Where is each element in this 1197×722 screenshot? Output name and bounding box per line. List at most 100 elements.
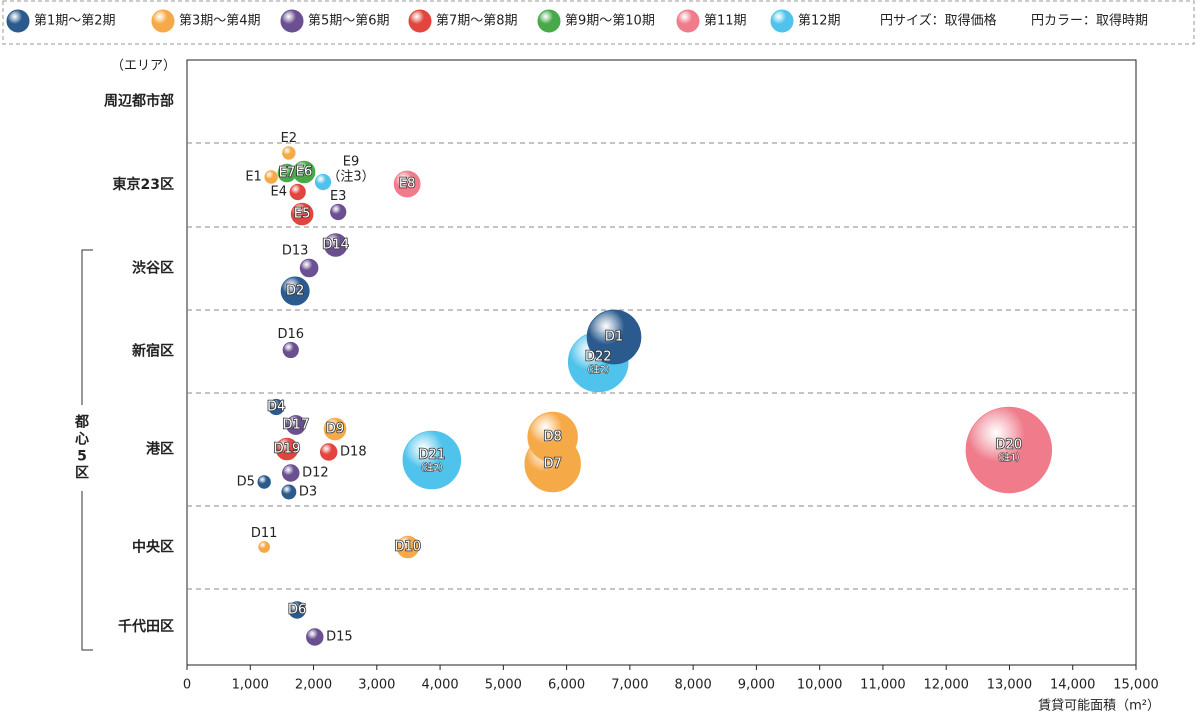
legend-label: 第12期: [798, 14, 841, 29]
bubble-label: D16: [277, 327, 304, 342]
bubble-label: D10: [395, 540, 422, 555]
color-note: 円カラー：取得時期: [1031, 13, 1148, 29]
bubble: [586, 309, 642, 365]
bubble-label: D20: [996, 438, 1023, 453]
x-tick-label: 5,000: [485, 678, 522, 693]
x-tick-label: 9,000: [738, 678, 775, 693]
x-tick-label: 12,000: [923, 678, 969, 693]
bubble: [393, 170, 421, 198]
bubble: [282, 341, 299, 359]
bubble-label: D17: [283, 418, 310, 433]
legend-label: 第5期～第6期: [308, 14, 390, 29]
x-tick-label: 8,000: [675, 678, 712, 693]
bubble-label: D1: [605, 330, 623, 345]
bubble: [264, 170, 278, 184]
legend-marker: [6, 9, 30, 33]
y-category-label: 中央区: [132, 539, 174, 556]
bubble: [288, 601, 306, 619]
bubble: [323, 417, 347, 441]
y-label: （エリア）: [111, 59, 176, 74]
bubble-label: D6: [288, 603, 306, 618]
legend-marker: [151, 9, 175, 33]
bubble-label: D18: [340, 445, 367, 460]
legend-marker: [537, 9, 561, 33]
bubble-label: D15: [326, 630, 353, 645]
x-tick-label: 3,000: [358, 678, 395, 693]
bubble-label: D13: [282, 244, 309, 259]
legend-label: 第7期～第8期: [436, 14, 518, 29]
legend-marker: [280, 9, 304, 33]
x-tick-label: 11,000: [860, 678, 906, 693]
bubble-label: E9: [343, 155, 360, 170]
x-tick-label: 0: [183, 678, 191, 693]
legend-label: 第11期: [704, 14, 747, 29]
bubble-label: E5: [294, 207, 311, 222]
legend-label: 第9期～第10期: [565, 14, 655, 29]
bubble-label: E8: [399, 177, 416, 192]
bubble: [257, 475, 271, 489]
legend-marker: [676, 9, 700, 33]
bubble-label: D9: [326, 422, 344, 437]
bubble: [314, 173, 332, 191]
plot-frame: [186, 59, 1137, 666]
y-category-label: 港区: [146, 441, 174, 458]
bubble: [282, 146, 296, 160]
legend-box: [2, 0, 1195, 45]
y-category-label: 渋谷区: [132, 260, 174, 277]
bubble-note: （注3）: [327, 170, 374, 185]
bubble: [275, 437, 299, 461]
bubble-label: D19: [274, 442, 301, 457]
bubble-label: D8: [544, 430, 562, 445]
bubble: [290, 202, 314, 226]
bubble-label: E3: [330, 189, 347, 204]
x-tick-label: 7,000: [611, 678, 648, 693]
x-tick-label: 1,000: [232, 678, 269, 693]
bubble: [289, 183, 306, 201]
bubble-label: D12: [302, 466, 329, 481]
bubble: [323, 233, 348, 257]
bubble: [281, 484, 297, 500]
bubble-label: D2: [286, 284, 304, 299]
bubble-label: E7: [279, 166, 296, 181]
bubble-label: D21: [419, 448, 446, 463]
bubble: [299, 258, 319, 278]
legend-label: 第3期～第4期: [179, 14, 261, 29]
bubble-label: E1: [245, 170, 262, 185]
bubble: [277, 163, 297, 183]
bubble-label: D3: [299, 485, 317, 500]
legend-label: 第1期～第2期: [34, 14, 116, 29]
bubble: [282, 464, 300, 482]
x-tick-label: 15,000: [1113, 678, 1159, 693]
bubble: [258, 541, 271, 553]
bubble: [396, 535, 420, 559]
bubble-label: D22: [585, 350, 612, 365]
x-tick-label: 6,000: [548, 678, 585, 693]
bubble: [306, 628, 324, 646]
bubble: [965, 406, 1053, 494]
bubble-label: E6: [296, 165, 313, 180]
bubble-label: D5: [237, 475, 255, 490]
legend-marker: [770, 9, 794, 33]
x-tick-label: 2,000: [295, 678, 332, 693]
x-tick-label: 4,000: [421, 678, 458, 693]
x-tick-label: 10,000: [797, 678, 843, 693]
bubble: [330, 203, 347, 221]
y-category-label: 周辺都市部: [104, 93, 174, 110]
x-tick-label: 13,000: [987, 678, 1033, 693]
bubble: [402, 430, 462, 490]
x-label: 賃貸可能面積（m²）: [1038, 698, 1160, 714]
bubble: [319, 443, 338, 461]
bubble-label: E4: [271, 185, 288, 200]
size-note: 円サイズ：取得価格: [880, 13, 997, 29]
bubble-label: D7: [544, 457, 562, 472]
group-label-bg: [72, 405, 92, 491]
group-label: 都心 5 区: [74, 415, 89, 482]
x-tick-label: 14,000: [1050, 678, 1096, 693]
legend-marker: [408, 9, 432, 33]
bubble: [285, 415, 306, 435]
bubble: [268, 398, 285, 416]
bubble-note: （注2）: [415, 462, 448, 474]
bubble-note: （注1）: [992, 452, 1025, 464]
bubble: [527, 411, 578, 463]
